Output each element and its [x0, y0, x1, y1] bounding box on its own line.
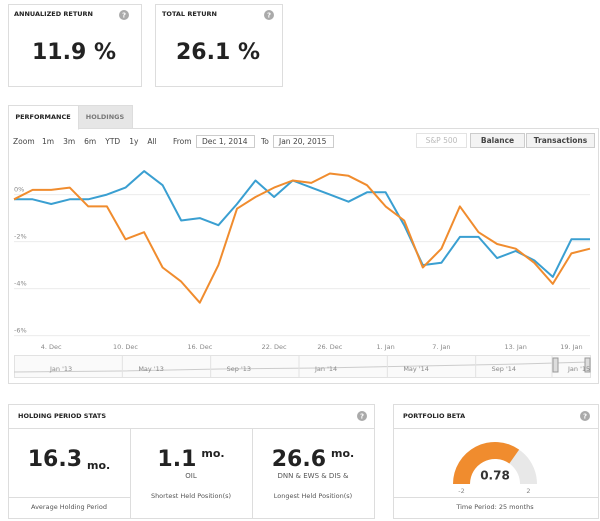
series-line [14, 170, 590, 278]
gauge-min: -2 [458, 487, 464, 495]
x-tick-label: 16. Dec [187, 343, 212, 351]
button-label[interactable]: Balance [481, 136, 514, 145]
stat-caption: Shortest Held Position(s) [151, 492, 231, 500]
beta-period: Time Period: 25 months [455, 503, 534, 511]
x-tick-label: 19. Jan [560, 343, 582, 351]
series-line [13, 172, 591, 304]
navigator-label: Jan '13 [49, 365, 72, 373]
x-tick-label: 13. Jan [504, 343, 526, 351]
help-icon[interactable] [357, 411, 367, 421]
help-icon[interactable] [119, 10, 129, 20]
stat-value: 1.1 [157, 447, 196, 472]
toolbar: Zoom From Dec 1, 2014 To Jan 20, 2015 S&… [13, 133, 595, 148]
panel-title: PORTFOLIO BETA [403, 412, 465, 420]
holding-period-panel: HOLDING PERIOD STATS ? [8, 404, 375, 519]
card-title: TOTAL RETURN [162, 10, 217, 18]
button[interactable] [470, 133, 525, 148]
gauge-value: 0.78 [480, 469, 510, 483]
y-tick-label: -4% [14, 280, 27, 288]
navigator-label: Sep '13 [227, 365, 251, 373]
portfolio-beta-panel: PORTFOLIO BETA ? Time Period: 25 months [393, 404, 599, 519]
stat-unit: mo. [331, 447, 354, 460]
panel-title: HOLDING PERIOD STATS [18, 412, 106, 420]
tab-join [9, 127, 78, 130]
stat-caption: Longest Held Position(s) [274, 492, 352, 500]
stat-unit: mo. [201, 447, 224, 460]
x-tick-label: 1. Jan [376, 343, 394, 351]
zoom-option[interactable]: 6m [84, 137, 96, 146]
from-input[interactable] [196, 135, 255, 148]
stat-value: 16.3 [28, 447, 82, 472]
navigator-label: Sep '14 [492, 365, 516, 373]
x-tick-label: 10. Dec [113, 343, 138, 351]
help-icon-text[interactable]: ? [360, 413, 364, 421]
x-tick-label: 22. Dec [262, 343, 287, 351]
panel-frame [8, 404, 375, 519]
y-tick-label: -6% [14, 327, 27, 335]
navigator-handle[interactable] [552, 357, 559, 373]
card-frame [8, 4, 142, 87]
tab-label[interactable]: HOLDINGS [86, 113, 125, 121]
stats: 16.3 mo. Average Holding Period 1.1 mo. OIL Sh… [28, 447, 354, 511]
x-tick-label: 26. Dec [317, 343, 342, 351]
stat-position: OIL [185, 472, 197, 480]
card-title: ANNUALIZED RETURN [14, 10, 93, 18]
y-tick-label: 0% [14, 186, 24, 194]
x-tick-label: 4. Dec [41, 343, 62, 351]
navigator-label: May '14 [403, 365, 429, 373]
zoom-label: Zoom [13, 137, 35, 146]
stat-position: DNN & EWS & DIS & [277, 472, 349, 480]
stat-unit: mo. [87, 459, 110, 472]
navigator-label: May '13 [138, 365, 164, 373]
navigator-label: Jan '14 [314, 365, 337, 373]
navigator-handle[interactable] [584, 357, 591, 373]
to-label: To [260, 137, 269, 146]
panel-frame [393, 404, 599, 519]
y-tick-label: -2% [14, 233, 27, 241]
gauge-fill [453, 441, 520, 484]
help-icon-text[interactable]: ? [583, 413, 587, 421]
stat-value: 26.6 [272, 447, 326, 472]
button-label[interactable]: S&P 500 [426, 136, 458, 145]
zoom-option[interactable]: YTD [104, 137, 120, 146]
help-icon[interactable] [580, 411, 590, 421]
button[interactable] [416, 133, 467, 148]
help-icon[interactable] [264, 10, 274, 20]
card-frame [155, 4, 283, 87]
help-icon-text[interactable]: ? [122, 12, 126, 20]
from-label: From [173, 137, 192, 146]
to-date[interactable]: Jan 20, 2015 [278, 137, 327, 146]
from-date[interactable]: Dec 1, 2014 [202, 137, 248, 146]
navigator-label: Jan '15 [567, 365, 590, 373]
stat-caption: Average Holding Period [31, 503, 107, 511]
button-label[interactable]: Transactions [534, 136, 588, 145]
zoom-option[interactable]: 1m [42, 137, 54, 146]
gauge-max: 2 [526, 487, 530, 495]
total-return-card: TOTAL RETURN ? 26.1 % [155, 4, 283, 87]
zoom-option[interactable]: 3m [63, 137, 75, 146]
annualized-return-card: ANNUALIZED RETURN ? 11.9 % [8, 4, 142, 87]
navigator-line [13, 361, 591, 373]
x-tick-label: 7. Jan [432, 343, 450, 351]
tab-label[interactable]: PERFORMANCE [15, 113, 70, 121]
card-value: 11.9 % [32, 40, 116, 65]
to-input[interactable] [273, 135, 334, 148]
button[interactable] [526, 133, 595, 148]
card-value: 26.1 % [176, 40, 260, 65]
zoom-option[interactable]: All [147, 137, 156, 146]
help-icon-text[interactable]: ? [267, 12, 271, 20]
zoom-option[interactable]: 1y [129, 137, 139, 146]
